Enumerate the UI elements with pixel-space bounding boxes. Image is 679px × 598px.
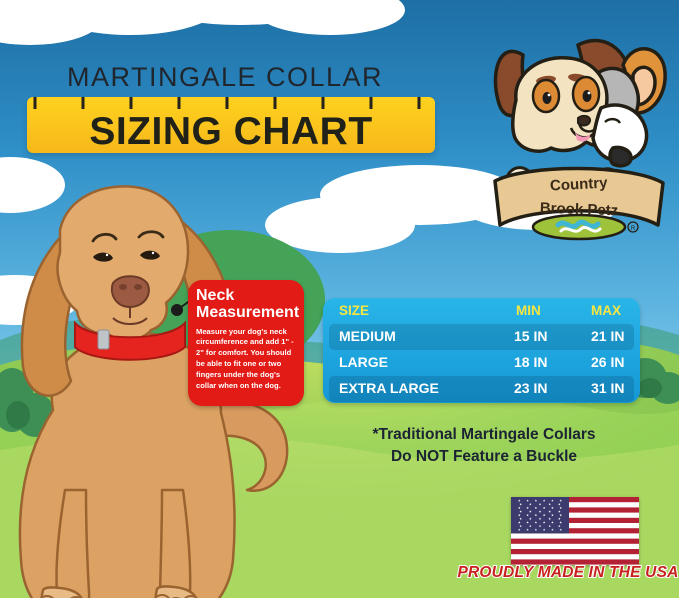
svg-text:PROUDLY MADE IN THE USA: PROUDLY MADE IN THE USA [457,564,678,581]
